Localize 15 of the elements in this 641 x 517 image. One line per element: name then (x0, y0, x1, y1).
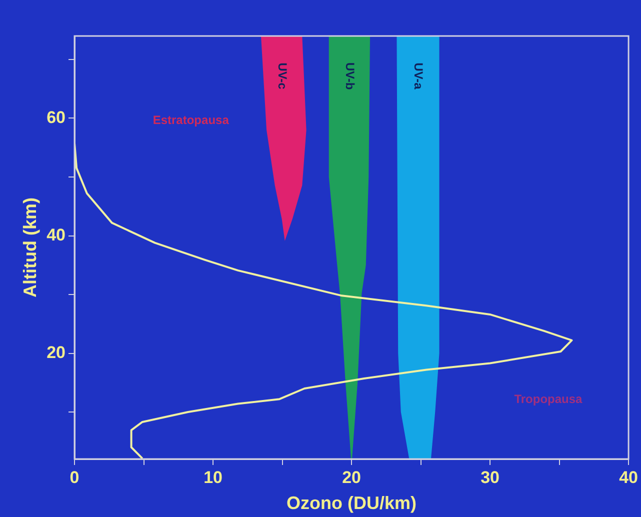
series-label: UV-b (343, 62, 358, 90)
x-tick-label: 0 (70, 468, 80, 487)
y-tick-label: 60 (46, 108, 66, 127)
y-axis-title: Altitud (km) (20, 198, 40, 298)
x-tick-label: 40 (619, 468, 638, 487)
y-tick-label: 20 (46, 342, 66, 362)
annotation: Tropopausa (514, 392, 583, 406)
y-tick-label: 40 (46, 225, 66, 244)
x-tick-label: 30 (480, 468, 500, 487)
annotation: Estratopausa (152, 112, 230, 127)
series-label: UV-c (275, 62, 290, 90)
x-tick-label: 10 (204, 468, 222, 487)
x-axis-title: Ozono (DU/km) (286, 493, 417, 514)
x-tick-label: 20 (342, 468, 361, 487)
series-label: UV-a (412, 62, 426, 90)
